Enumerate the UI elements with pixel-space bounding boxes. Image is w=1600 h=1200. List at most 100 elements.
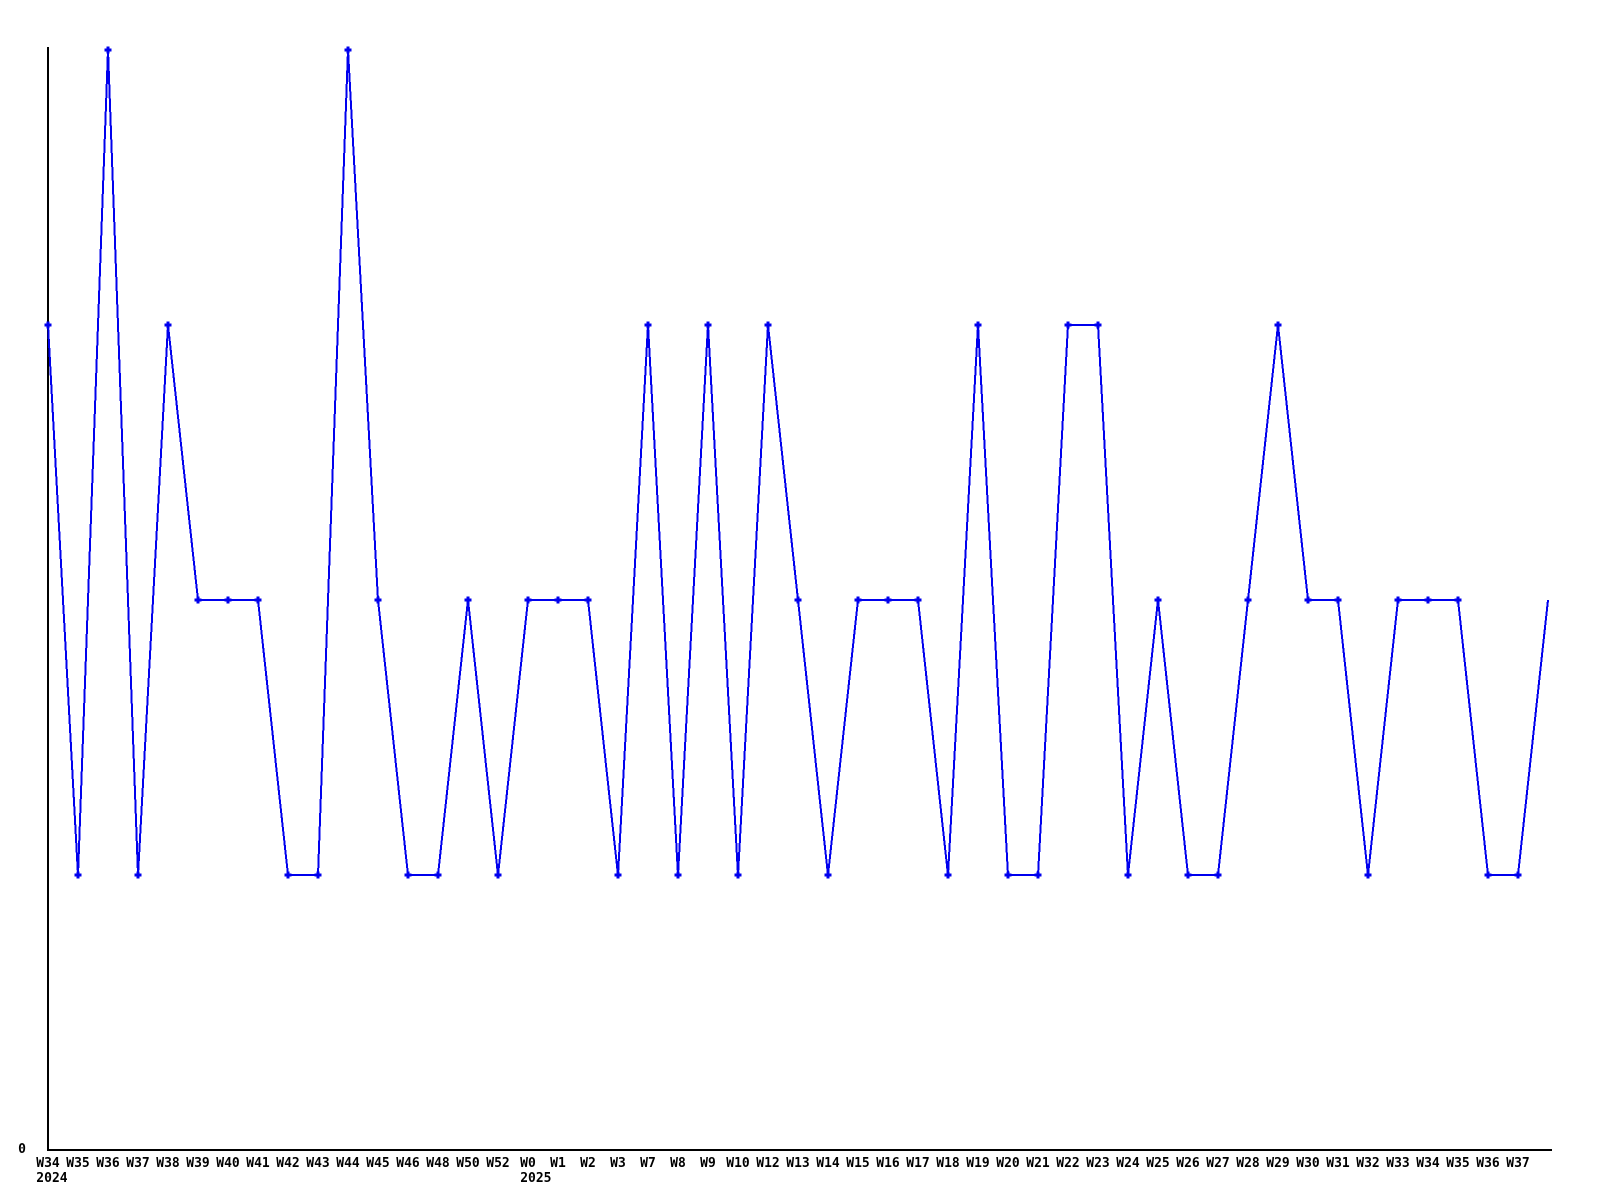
x-tick-label: W41 [246,1156,270,1171]
data-point-marker [74,871,82,879]
data-point-marker [704,321,712,329]
x-tick-label: W35 [66,1156,89,1171]
data-point-marker [1154,596,1162,604]
x-tick-label: W25 [1146,1156,1169,1171]
x-tick-label: W21 [1026,1156,1050,1171]
x-tick-label: W0 [520,1156,536,1171]
x-tick-label: W15 [846,1156,869,1171]
x-tick-label: W42 [276,1156,299,1171]
axes [47,47,1552,1151]
x-tick-label: W29 [1266,1156,1289,1171]
x-tick-label: W10 [726,1156,750,1171]
data-point-marker [44,321,52,329]
data-point-marker [464,596,472,604]
data-point-marker [1394,596,1402,604]
data-point-marker [1304,596,1312,604]
data-point-marker [344,46,352,54]
data-point-marker [1184,871,1192,879]
data-point-marker [1094,321,1102,329]
data-point-marker [974,321,982,329]
data-point-marker [1244,596,1252,604]
data-point-marker [914,596,922,604]
x-tick-label: W35 [1446,1156,1469,1171]
x-tick-label: W44 [336,1156,360,1171]
data-point-marker [194,596,202,604]
y-axis-tick-label-zero: 0 [18,1142,26,1157]
data-point-marker [794,596,802,604]
x-tick-label: W32 [1356,1156,1379,1171]
data-point-marker [104,46,112,54]
x-tick-label: W24 [1116,1156,1140,1171]
x-tick-label: W40 [216,1156,240,1171]
x-tick-label: W36 [96,1156,120,1171]
data-point-marker [284,871,292,879]
data-point-marker [1334,596,1342,604]
x-tick-label: W7 [640,1156,656,1171]
x-tick-label: W33 [1386,1156,1409,1171]
data-point-marker [224,596,232,604]
data-point-marker [524,596,532,604]
x-tick-label: W38 [156,1156,180,1171]
data-point-marker [674,871,682,879]
x-tick-label: W12 [756,1156,779,1171]
data-point-marker [584,596,592,604]
data-point-marker [884,596,892,604]
x-tick-label: W19 [966,1156,989,1171]
data-point-marker [1214,871,1222,879]
x-tick-label: W36 [1476,1156,1500,1171]
x-tick-label: W2 [580,1156,596,1171]
x-tick-label: W28 [1236,1156,1260,1171]
data-point-marker [1364,871,1372,879]
x-tick-label: W39 [186,1156,209,1171]
data-point-marker [434,871,442,879]
x-tick-label: W18 [936,1156,960,1171]
x-tick-label: W46 [396,1156,420,1171]
data-point-marker [944,871,952,879]
x-tick-label: W16 [876,1156,900,1171]
x-tick-label: W30 [1296,1156,1320,1171]
x-tick-year-label: 2025 [520,1171,551,1186]
data-point-marker [1424,596,1432,604]
data-point-marker [1034,871,1042,879]
data-point-marker [1274,321,1282,329]
x-tick-label: W23 [1086,1156,1109,1171]
data-point-marker [1064,321,1072,329]
data-point-marker [494,871,502,879]
x-tick-label: W31 [1326,1156,1350,1171]
x-tick-year-label: 2024 [36,1171,67,1186]
x-tick-label: W34 [36,1156,60,1171]
data-point-marker [374,596,382,604]
data-point-marker [644,321,652,329]
x-tick-label: W8 [670,1156,686,1171]
x-tick-label: W17 [906,1156,929,1171]
x-tick-label: W14 [816,1156,840,1171]
data-point-marker [134,871,142,879]
data-point-marker [764,321,772,329]
data-point-marker [1484,871,1492,879]
data-point-marker [734,871,742,879]
data-point-marker [164,321,172,329]
series-line [47,49,1549,876]
x-tick-label: W13 [786,1156,809,1171]
x-tick-label: W3 [610,1156,626,1171]
x-tick-label: W22 [1056,1156,1079,1171]
data-point-marker [404,871,412,879]
x-tick-label: W45 [366,1156,389,1171]
x-tick-label: W9 [700,1156,716,1171]
x-tick-label: W27 [1206,1156,1229,1171]
data-point-marker [254,596,262,604]
data-point-marker [824,871,832,879]
x-tick-label: W37 [1506,1156,1529,1171]
x-tick-label: W52 [486,1156,509,1171]
data-point-marker [1454,596,1462,604]
x-tick-label: W48 [426,1156,450,1171]
x-tick-label: W20 [996,1156,1020,1171]
x-tick-label: W26 [1176,1156,1200,1171]
data-point-marker [554,596,562,604]
x-tick-label: W37 [126,1156,149,1171]
x-tick-label: W50 [456,1156,480,1171]
x-tick-label: W1 [550,1156,566,1171]
data-point-marker [314,871,322,879]
